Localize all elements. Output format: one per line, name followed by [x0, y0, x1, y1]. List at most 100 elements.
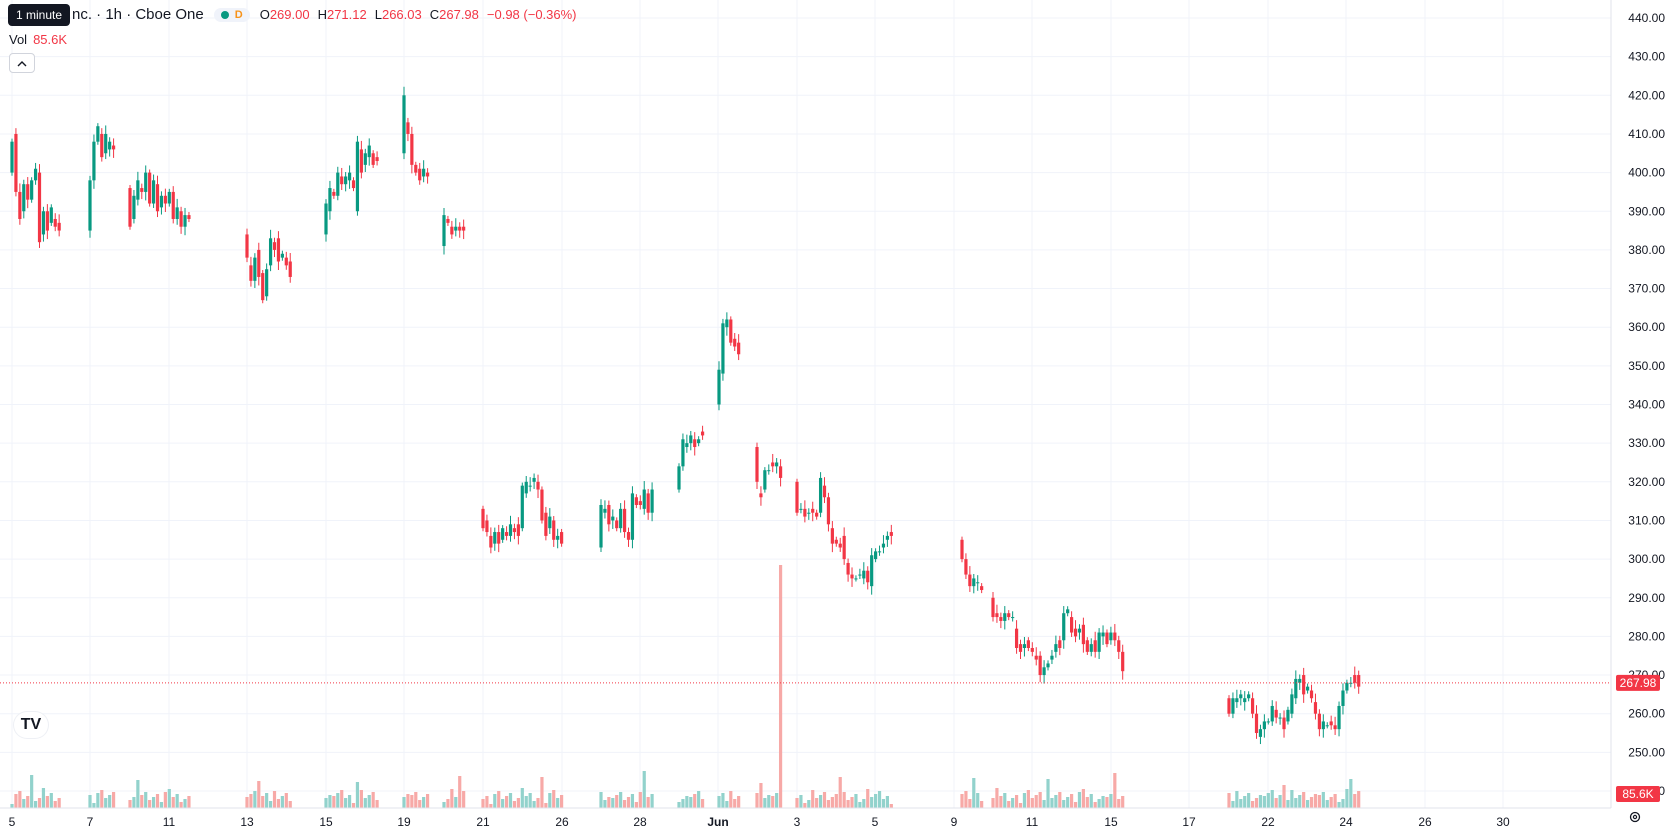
volume-bar — [265, 793, 269, 808]
volume-bar — [140, 795, 144, 808]
volume-bar — [689, 797, 693, 808]
candle — [803, 500, 807, 523]
volume-bar — [159, 802, 164, 808]
volume-bar — [850, 797, 854, 808]
volume-bar — [257, 781, 261, 808]
time-tick-label: 11 — [163, 815, 176, 829]
time-tick-label: 13 — [240, 815, 254, 829]
candle — [179, 206, 183, 234]
volume-bar — [37, 798, 42, 808]
candle — [1353, 666, 1357, 689]
candle — [355, 135, 360, 216]
volume-bar — [700, 799, 705, 808]
collapse-legend-button[interactable] — [9, 53, 35, 73]
candle — [1046, 660, 1050, 671]
volume-bar — [976, 793, 980, 808]
time-tick-label: 28 — [633, 815, 647, 829]
candle — [1286, 706, 1290, 725]
volume-bar — [253, 791, 257, 808]
candle — [458, 222, 462, 238]
tradingview-logo[interactable]: TV — [14, 712, 48, 738]
candle — [1313, 693, 1318, 720]
candle — [815, 509, 819, 520]
volume-bar — [1247, 793, 1251, 808]
volume-bar — [268, 801, 273, 808]
candle — [1243, 691, 1247, 711]
volume-bar — [1085, 797, 1089, 808]
candle — [619, 503, 623, 533]
volume-bar — [799, 795, 803, 808]
price-tick-label: 340.00 — [1628, 398, 1665, 412]
candle — [1062, 606, 1066, 649]
svg-text:267.98: 267.98 — [1620, 676, 1657, 690]
volume-bar — [1309, 797, 1314, 808]
volume-bar — [1042, 800, 1046, 808]
volume-bar — [822, 792, 827, 808]
time-tick-label: 15 — [319, 815, 333, 829]
volume-bar — [462, 791, 466, 808]
volume-bar — [344, 798, 348, 808]
candle — [18, 183, 22, 225]
candle — [677, 463, 681, 493]
volume-bar — [552, 790, 556, 808]
symbol-title[interactable]: nc. · 1h · Cboe One — [72, 6, 204, 23]
volume-bar — [1294, 798, 1298, 808]
volume-bar — [493, 794, 497, 808]
candle — [33, 162, 38, 185]
volume-bar — [1081, 789, 1085, 808]
candle — [328, 180, 332, 220]
settings-gear-icon[interactable] — [1628, 810, 1642, 827]
candle — [826, 492, 831, 532]
volume-bar — [336, 793, 340, 808]
volume-bar — [1329, 797, 1333, 808]
candle — [1042, 660, 1046, 684]
volume-bar — [1038, 792, 1042, 808]
candle — [1030, 642, 1034, 657]
time-tick-label: 19 — [397, 815, 411, 829]
volume-bar — [1243, 796, 1247, 808]
candle — [1109, 626, 1113, 645]
volume-bar — [45, 796, 49, 808]
candle — [53, 213, 57, 232]
market-status-badge[interactable]: D — [213, 7, 250, 22]
volume-bar — [347, 795, 352, 808]
volume-bar — [1046, 779, 1050, 808]
interval-tooltip: 1 minute — [8, 4, 71, 26]
volume-bar — [1270, 790, 1274, 808]
chevron-up-icon — [17, 60, 27, 66]
volume-bar — [807, 800, 811, 808]
time-tick-label: 24 — [1339, 815, 1353, 829]
volume-bar — [454, 797, 458, 808]
volume-bar — [187, 796, 191, 808]
low-value: 266.03 — [381, 7, 422, 22]
volume-bar — [803, 803, 807, 808]
volume-bar — [1014, 795, 1019, 808]
volume-bar — [49, 793, 53, 808]
candle — [1018, 639, 1023, 660]
candle — [485, 514, 489, 537]
candle — [280, 250, 284, 261]
volume-bar — [615, 795, 619, 808]
candle — [697, 436, 701, 447]
volume-bar — [136, 780, 140, 808]
volume-bar — [284, 793, 288, 808]
volume-bar — [485, 796, 489, 808]
candle — [611, 509, 615, 529]
candle — [755, 442, 759, 489]
candle — [870, 548, 874, 595]
candle — [838, 537, 842, 552]
candle — [634, 494, 638, 509]
candle — [151, 174, 156, 208]
chart-grid — [0, 0, 1611, 808]
volume-bar — [33, 801, 38, 808]
candle — [111, 138, 116, 158]
candle — [144, 165, 148, 201]
candle — [991, 591, 995, 622]
candle — [414, 161, 418, 176]
candle — [183, 207, 187, 236]
volume-bar — [144, 792, 148, 808]
volume-bar — [830, 797, 834, 808]
candle — [10, 138, 14, 176]
volume-bar — [1227, 793, 1231, 808]
